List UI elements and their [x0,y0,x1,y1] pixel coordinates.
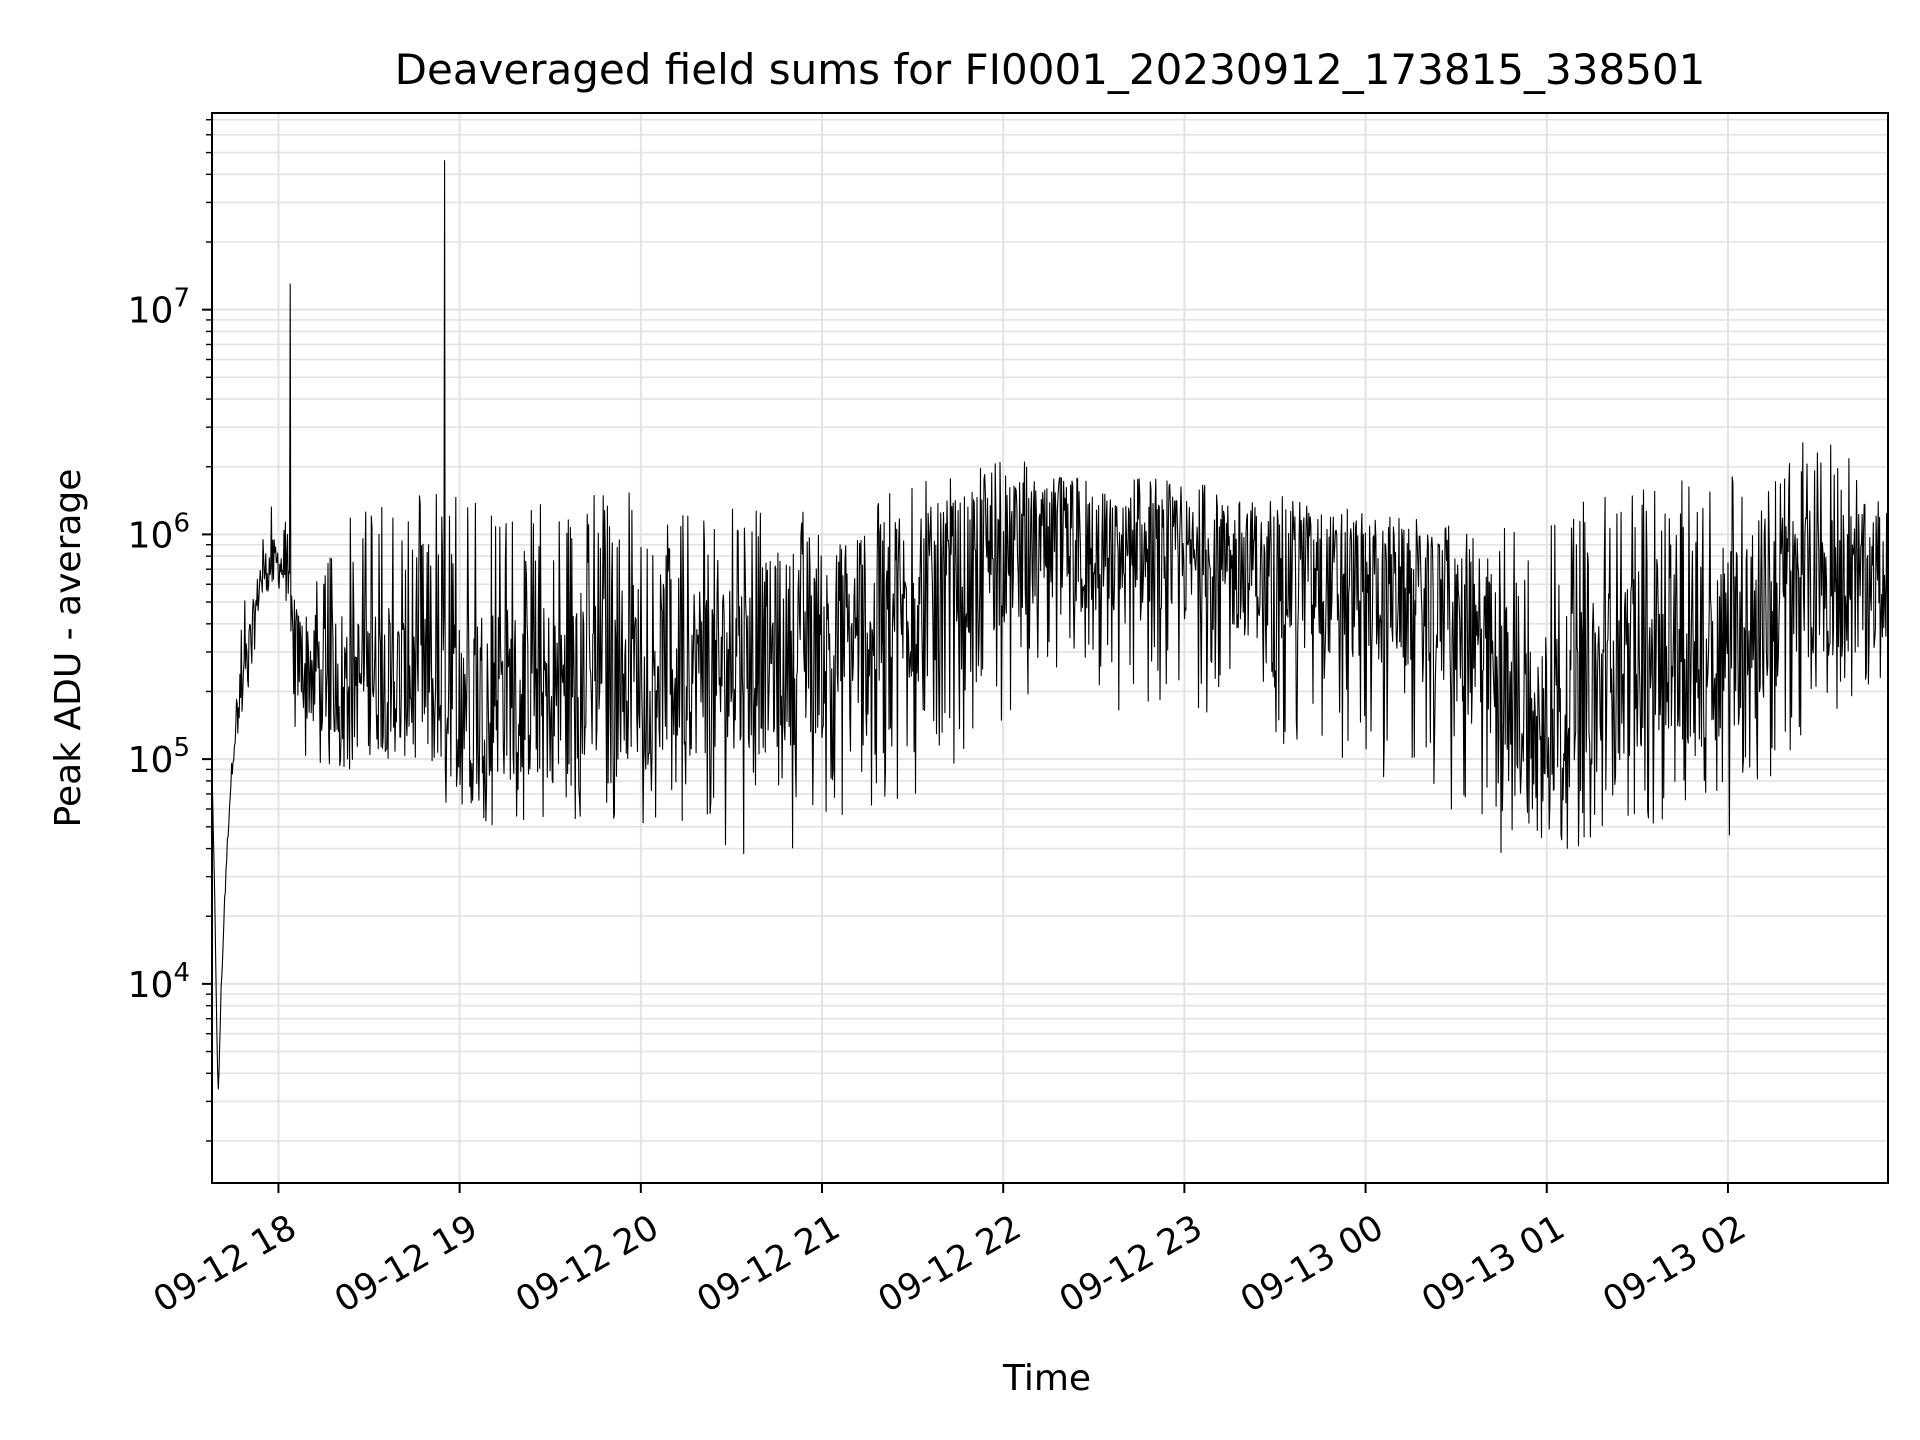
chart-title: Deaveraged field sums for FI0001_2023091… [395,45,1706,94]
y-tick-label: 104 [128,958,190,1006]
data-line-group [211,160,1889,1090]
series-line [211,160,1889,1090]
y-tick-label: 105 [128,733,190,781]
grid [212,113,1888,1183]
y-axis-label: Peak ADU - average [48,469,89,828]
y-tick-label: 106 [128,508,190,556]
x-axis-label: Time [1002,1358,1091,1399]
plot-frame [211,112,1889,1184]
y-tick-label: 107 [128,284,190,332]
